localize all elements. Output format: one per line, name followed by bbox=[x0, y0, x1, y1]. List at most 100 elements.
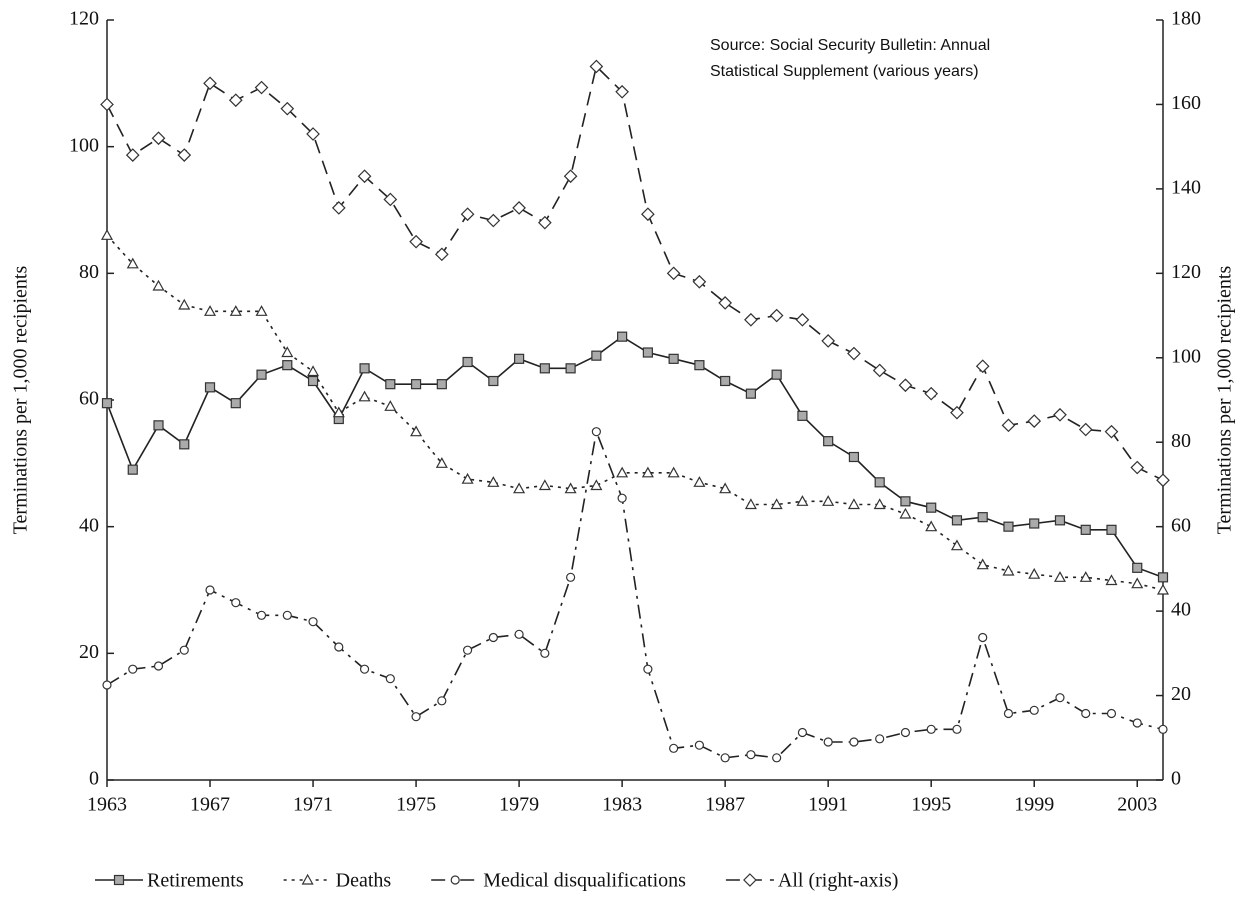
y2-tick-label: 0 bbox=[1171, 768, 1181, 790]
y-axis-label: Terminations per 1,000 recipients bbox=[10, 266, 32, 535]
y-tick-label: 100 bbox=[69, 134, 99, 156]
point bbox=[383, 192, 398, 207]
point bbox=[925, 520, 938, 532]
point bbox=[823, 436, 834, 447]
point bbox=[926, 724, 936, 734]
point bbox=[308, 617, 318, 627]
point bbox=[669, 743, 679, 753]
legend-marker bbox=[301, 873, 314, 885]
point bbox=[821, 334, 836, 348]
x-tick-label: 2003 bbox=[1117, 794, 1157, 816]
point bbox=[642, 347, 653, 358]
point bbox=[488, 375, 499, 387]
point bbox=[385, 379, 396, 390]
point bbox=[306, 127, 320, 141]
point bbox=[694, 740, 704, 750]
point bbox=[978, 632, 988, 643]
point bbox=[874, 477, 885, 488]
point bbox=[462, 356, 473, 368]
point bbox=[179, 439, 190, 450]
point bbox=[357, 169, 372, 184]
point bbox=[719, 482, 732, 494]
point bbox=[795, 312, 810, 327]
point bbox=[849, 737, 859, 747]
point bbox=[434, 247, 449, 262]
y-tick-label: 40 bbox=[79, 514, 99, 536]
x-tick-label: 1999 bbox=[1014, 794, 1054, 816]
point bbox=[1131, 577, 1144, 589]
point bbox=[1029, 705, 1039, 715]
point bbox=[1078, 422, 1093, 437]
point bbox=[590, 479, 603, 491]
point bbox=[1130, 460, 1145, 475]
point bbox=[1029, 518, 1040, 529]
point bbox=[720, 753, 730, 763]
point bbox=[153, 661, 164, 671]
point bbox=[410, 425, 423, 437]
point bbox=[565, 363, 576, 374]
annotation: Source: Social Security Bulletin: Annual bbox=[710, 37, 990, 54]
point bbox=[873, 498, 886, 510]
point bbox=[102, 680, 112, 690]
point bbox=[255, 305, 268, 316]
point bbox=[643, 664, 653, 674]
point bbox=[307, 365, 320, 377]
point bbox=[591, 350, 602, 361]
point bbox=[256, 369, 267, 380]
y-tick-label: 120 bbox=[69, 8, 99, 30]
point bbox=[1132, 562, 1143, 573]
point bbox=[746, 750, 756, 760]
point bbox=[718, 296, 732, 310]
point bbox=[1054, 515, 1066, 526]
point bbox=[1156, 583, 1170, 595]
point bbox=[666, 266, 681, 281]
point bbox=[127, 464, 138, 475]
point bbox=[282, 610, 292, 620]
point bbox=[952, 724, 962, 734]
point bbox=[334, 642, 344, 652]
point bbox=[977, 512, 988, 523]
point bbox=[1027, 414, 1042, 428]
y2-tick-label: 120 bbox=[1171, 261, 1201, 283]
point bbox=[230, 398, 241, 409]
point bbox=[591, 427, 601, 437]
point bbox=[410, 379, 422, 390]
y2-axis-label: Terminations per 1,000 recipients bbox=[1214, 266, 1236, 535]
point bbox=[847, 346, 861, 361]
point bbox=[100, 97, 114, 112]
point bbox=[771, 369, 782, 380]
point bbox=[1132, 718, 1142, 728]
point bbox=[1104, 424, 1119, 439]
point bbox=[769, 308, 784, 323]
point bbox=[100, 229, 114, 240]
point bbox=[461, 472, 474, 484]
point bbox=[899, 507, 912, 519]
point bbox=[1156, 473, 1170, 488]
point bbox=[566, 572, 576, 582]
point bbox=[900, 727, 911, 738]
point bbox=[667, 466, 680, 478]
annotation: Statistical Supplement (various years) bbox=[710, 63, 979, 80]
point bbox=[770, 498, 783, 510]
point bbox=[1157, 572, 1169, 583]
point bbox=[488, 632, 498, 643]
point bbox=[668, 353, 679, 364]
point bbox=[641, 207, 655, 222]
point bbox=[179, 645, 189, 655]
x-tick-label: 1979 bbox=[499, 794, 539, 816]
x-tick-label: 1963 bbox=[87, 794, 127, 816]
point bbox=[950, 539, 963, 551]
point bbox=[101, 398, 113, 409]
y-tick-label: 60 bbox=[79, 388, 99, 410]
point bbox=[281, 346, 294, 358]
point bbox=[1053, 407, 1067, 422]
point bbox=[1081, 708, 1091, 719]
point bbox=[1105, 574, 1118, 586]
point bbox=[126, 257, 139, 269]
legend-marker bbox=[113, 874, 125, 886]
point bbox=[205, 585, 215, 595]
point bbox=[177, 148, 192, 162]
point bbox=[693, 476, 706, 487]
point bbox=[1001, 418, 1016, 433]
